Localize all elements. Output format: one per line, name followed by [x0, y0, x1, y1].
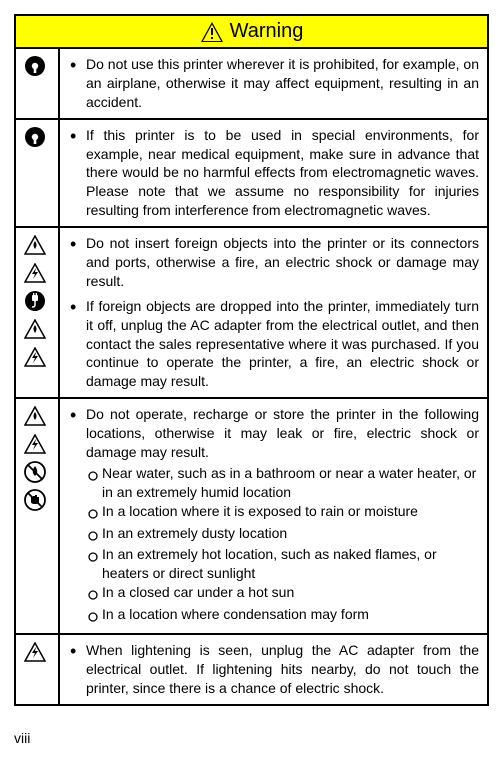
icon-stack: [24, 234, 50, 368]
text-cell: Do not insert foreign objects into the p…: [59, 227, 488, 398]
sub-list: Near water, such as in a bathroom or nea…: [86, 464, 479, 627]
circle-bullet-icon: [88, 464, 98, 486]
icon-cell: [15, 227, 59, 398]
fire-warning-icon: [24, 234, 46, 256]
shock-warning-icon: [24, 641, 46, 663]
bullet-text: When lightening is seen, unplug the AC a…: [86, 642, 479, 696]
shock-warning-icon: [24, 346, 46, 368]
warning-row: Do not operate, recharge or store the pr…: [15, 398, 488, 634]
circle-bullet-icon: [88, 605, 98, 627]
no-wethands-icon: [24, 489, 46, 511]
shock-warning-icon: [24, 433, 46, 455]
shock-warning-icon: [24, 262, 46, 284]
bullet-list: If this printer is to be used in special…: [68, 126, 479, 220]
sub-item: In a location where condensation may for…: [88, 605, 479, 627]
fire-warning-icon: [24, 405, 46, 427]
warning-table: Do not use this printer wherever it is p…: [14, 47, 489, 706]
bullet-item: Do not operate, recharge or store the pr…: [86, 405, 479, 627]
bullet-list: Do not insert foreign objects into the p…: [68, 234, 479, 391]
warning-triangle-icon: [200, 21, 224, 43]
text-cell: If this printer is to be used in special…: [59, 119, 488, 227]
warning-row: When lightening is seen, unplug the AC a…: [15, 634, 488, 705]
warning-page: Warning Do not use this printer wherever…: [14, 14, 489, 706]
circle-bullet-icon: [88, 545, 98, 567]
icon-stack: [24, 405, 50, 511]
no-water-icon: [24, 461, 46, 483]
icon-cell: [15, 634, 59, 705]
icon-cell: [15, 398, 59, 634]
bullet-item: If this printer is to be used in special…: [86, 126, 479, 220]
text-cell: Do not operate, recharge or store the pr…: [59, 398, 488, 634]
sub-text: In an extremely dusty location: [100, 524, 479, 543]
warning-row: If this printer is to be used in special…: [15, 119, 488, 227]
bullet-list: Do not operate, recharge or store the pr…: [68, 405, 479, 627]
sub-text: In a location where it is exposed to rai…: [100, 502, 479, 521]
circle-bullet-icon: [88, 583, 98, 605]
sub-item: In a closed car under a hot sun: [88, 583, 479, 605]
unplug-icon: [24, 290, 46, 312]
icon-stack: [24, 55, 50, 77]
sub-text: In an extremely hot location, such as na…: [100, 545, 479, 583]
sub-text: In a closed car under a hot sun: [100, 583, 479, 602]
sub-item: In an extremely hot location, such as na…: [88, 545, 479, 583]
warning-header: Warning: [14, 14, 489, 47]
warning-header-label: Warning: [230, 20, 304, 43]
bullet-text: Do not use this printer wherever it is p…: [86, 56, 479, 110]
mandatory-icon: [24, 55, 46, 77]
bullet-item: When lightening is seen, unplug the AC a…: [86, 641, 479, 698]
circle-bullet-icon: [88, 524, 98, 546]
mandatory-icon: [24, 126, 46, 148]
bullet-text: If this printer is to be used in special…: [86, 127, 479, 219]
bullet-text: If foreign objects are dropped into the …: [86, 298, 479, 390]
icon-stack: [24, 641, 50, 663]
sub-item: In a location where it is exposed to rai…: [88, 502, 479, 524]
bullet-list: When lightening is seen, unplug the AC a…: [68, 641, 479, 698]
icon-cell: [15, 119, 59, 227]
bullet-text: Do not operate, recharge or store the pr…: [86, 406, 479, 460]
sub-text: In a location where condensation may for…: [100, 605, 479, 624]
sub-item: In an extremely dusty location: [88, 524, 479, 546]
icon-stack: [24, 126, 50, 148]
text-cell: Do not use this printer wherever it is p…: [59, 48, 488, 119]
bullet-text: Do not insert foreign objects into the p…: [86, 235, 479, 289]
sub-text: Near water, such as in a bathroom or nea…: [100, 464, 479, 502]
warning-row: Do not use this printer wherever it is p…: [15, 48, 488, 119]
bullet-list: Do not use this printer wherever it is p…: [68, 55, 479, 112]
fire-warning-icon: [24, 318, 46, 340]
warning-row: Do not insert foreign objects into the p…: [15, 227, 488, 398]
bullet-item: Do not insert foreign objects into the p…: [86, 234, 479, 291]
bullet-item: If foreign objects are dropped into the …: [86, 297, 479, 391]
icon-cell: [15, 48, 59, 119]
circle-bullet-icon: [88, 502, 98, 524]
sub-item: Near water, such as in a bathroom or nea…: [88, 464, 479, 502]
bullet-item: Do not use this printer wherever it is p…: [86, 55, 479, 112]
page-number: viii: [14, 730, 30, 746]
text-cell: When lightening is seen, unplug the AC a…: [59, 634, 488, 705]
